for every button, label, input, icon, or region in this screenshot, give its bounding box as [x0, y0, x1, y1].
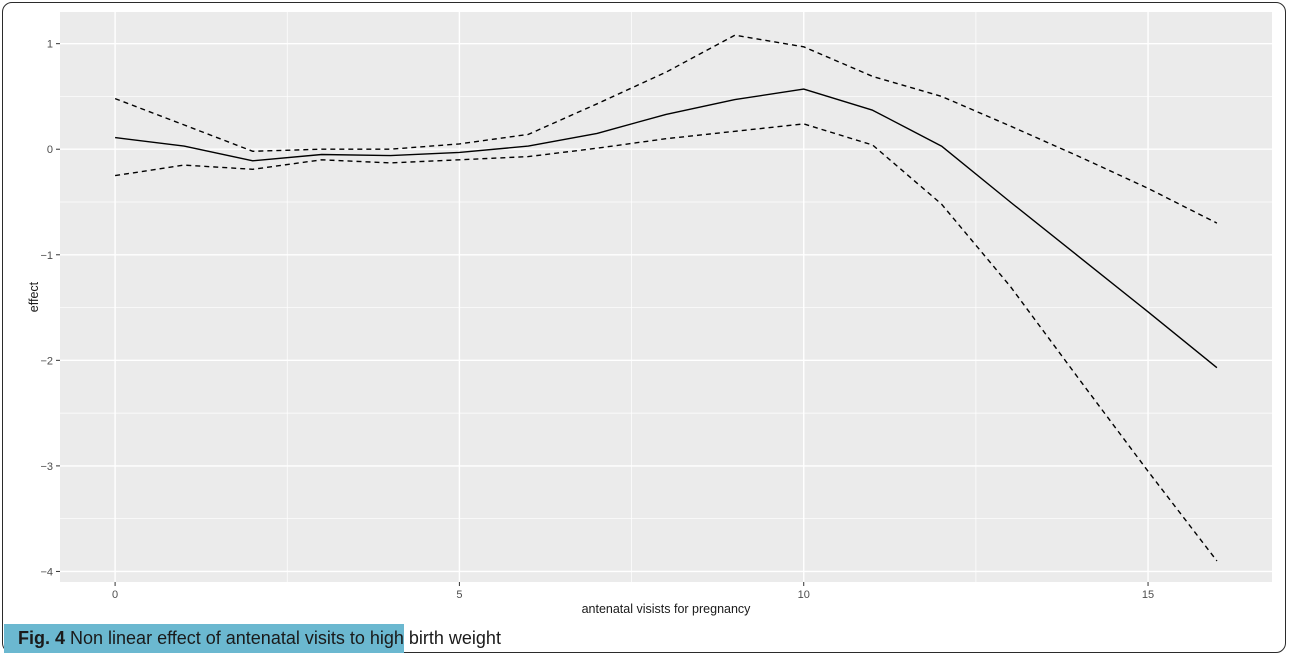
x-tick-label: 15 [1142, 589, 1154, 601]
caption-text-highlighted: Non linear effect of antenatal visits to… [65, 628, 404, 648]
x-axis-label: antenatal visists for pregnancy [582, 602, 752, 616]
figure-caption: Fig. 4 Non linear effect of antenatal vi… [4, 624, 501, 653]
caption-highlight: Fig. 4 Non linear effect of antenatal vi… [4, 624, 404, 653]
caption-text-rest: birth weight [403, 628, 501, 648]
y-tick-label: −4 [40, 566, 53, 578]
y-tick-label: −2 [40, 355, 53, 367]
plot-panel [60, 12, 1272, 582]
y-tick-label: 0 [47, 144, 53, 156]
dashed-line-upper-bound [114, 34, 1218, 224]
x-tick-label: 10 [798, 589, 810, 601]
solid-line-estimate [115, 88, 1218, 369]
caption-figure-label: Fig. 4 [18, 628, 66, 648]
y-tick-label: −1 [40, 250, 53, 262]
y-tick-label: −3 [40, 461, 53, 473]
y-tick-label: 1 [47, 39, 53, 51]
minor-gridlines [60, 12, 1272, 582]
y-axis-label: effect [27, 281, 41, 312]
x-tick-label: 5 [456, 589, 462, 601]
x-tick-label: 0 [112, 589, 118, 601]
dashed-line-lower-bound [114, 123, 1218, 562]
major-gridlines [60, 12, 1272, 582]
series-layer [114, 34, 1218, 562]
